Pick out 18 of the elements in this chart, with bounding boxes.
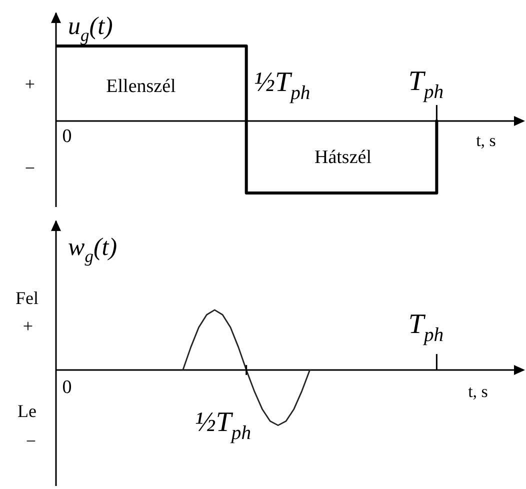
annotation: T$_{ph}$ (408, 66, 444, 103)
text: + (24, 74, 36, 94)
text: Fel (15, 288, 39, 308)
text: + (22, 316, 34, 336)
annotation: T$_{ph}$ (408, 309, 444, 346)
y-axis-title: u$_{g}$(t) (68, 13, 113, 45)
text: − (26, 431, 36, 451)
y-axis-title: w$_{g}$(t) (68, 234, 118, 266)
annotation: 0 (62, 126, 72, 146)
x-axis-title: t, s (468, 382, 488, 402)
annotation: 0 (62, 376, 72, 398)
text: Le (18, 401, 37, 421)
annotation: ½T$_{ph}$ (194, 407, 251, 444)
text: − (24, 158, 36, 178)
annotation: Ellenszél (106, 76, 176, 96)
annotation: ½T$_{ph}$ (254, 67, 310, 104)
annotation: Hátszél (314, 146, 372, 168)
x-axis-title: t, s (476, 130, 496, 150)
